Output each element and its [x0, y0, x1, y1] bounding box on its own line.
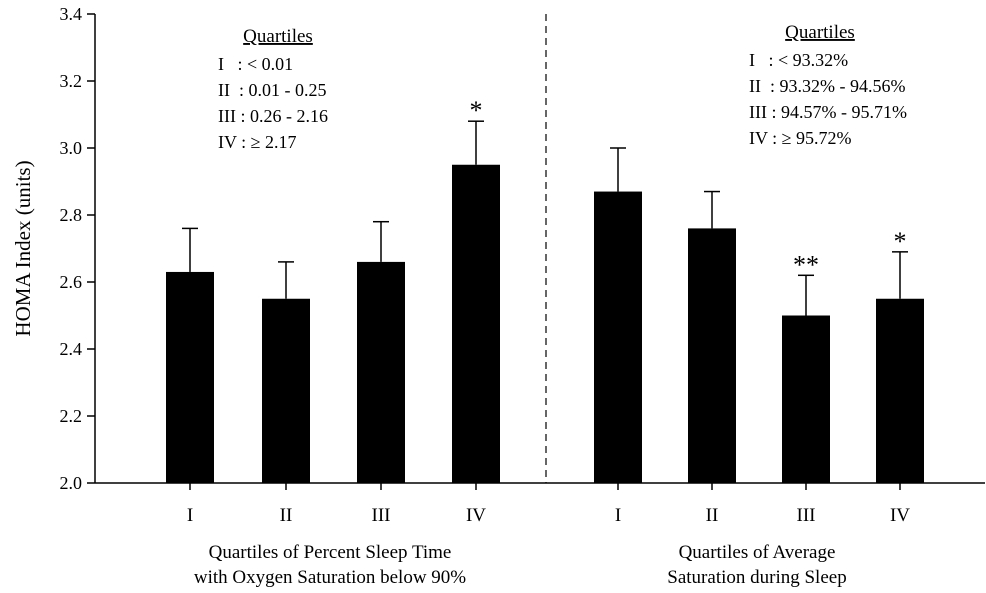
- legend-line: IV : ≥ 2.17: [218, 132, 297, 152]
- y-tick-label: 3.2: [60, 71, 83, 91]
- bar-1-3: [357, 261, 405, 483]
- y-axis-label: HOMA Index (units): [11, 160, 35, 336]
- legend-title: Quartiles: [243, 26, 313, 47]
- legend-line: II : 0.01 - 0.25: [218, 80, 326, 100]
- axes: [87, 13, 985, 490]
- x-axis-label: Quartiles of Average: [679, 542, 836, 563]
- y-tick-label: 2.8: [60, 205, 83, 225]
- bars: [166, 120, 924, 484]
- significance-mark: **: [793, 250, 819, 279]
- labels: 2.0 2.2 2.4 2.6 2.8 3.0 3.2 3.4 HOMA Index (unit…: [11, 4, 910, 588]
- legend-line: IV : ≥ 95.72%: [749, 128, 852, 148]
- legend-line: III : 0.26 - 2.16: [218, 106, 328, 126]
- x-axis-label: with Oxygen Saturation below 90%: [194, 567, 466, 588]
- y-tick-label: 2.0: [60, 473, 83, 493]
- bar-2-2: [688, 228, 736, 483]
- bar-1-1: [166, 271, 214, 483]
- y-tick-label: 2.6: [60, 272, 83, 292]
- bar-1-2: [262, 298, 310, 483]
- legend-line: III : 94.57% - 95.71%: [749, 102, 907, 122]
- x-axis-label: Quartiles of Percent Sleep Time: [209, 542, 452, 563]
- y-tick-label: 2.4: [60, 339, 83, 359]
- bar-2-3: [782, 315, 830, 483]
- significance-mark: *: [894, 227, 907, 256]
- x-tick-label: III: [372, 505, 391, 526]
- x-tick-label: II: [280, 505, 293, 526]
- legend-line: II : 93.32% - 94.56%: [749, 76, 905, 96]
- x-tick-label: I: [615, 505, 621, 526]
- y-tick-label: 2.2: [60, 406, 83, 426]
- x-tick-label: III: [797, 505, 816, 526]
- significance-mark: *: [470, 96, 483, 125]
- x-tick-label: IV: [466, 505, 486, 526]
- legend-line: I : < 93.32%: [749, 50, 848, 70]
- bar-1-4: [452, 164, 500, 483]
- x-tick-label: IV: [890, 505, 910, 526]
- bar-2-4: [876, 298, 924, 483]
- y-tick-label: 3.4: [60, 4, 83, 24]
- y-tick-label: 3.0: [60, 138, 83, 158]
- legend-title: Quartiles: [785, 22, 855, 43]
- x-axis-label: Saturation during Sleep: [667, 567, 846, 588]
- x-tick-label: II: [706, 505, 719, 526]
- bar-2-1: [594, 191, 642, 484]
- x-tick-label: I: [187, 505, 193, 526]
- legend-line: I : < 0.01: [218, 54, 293, 74]
